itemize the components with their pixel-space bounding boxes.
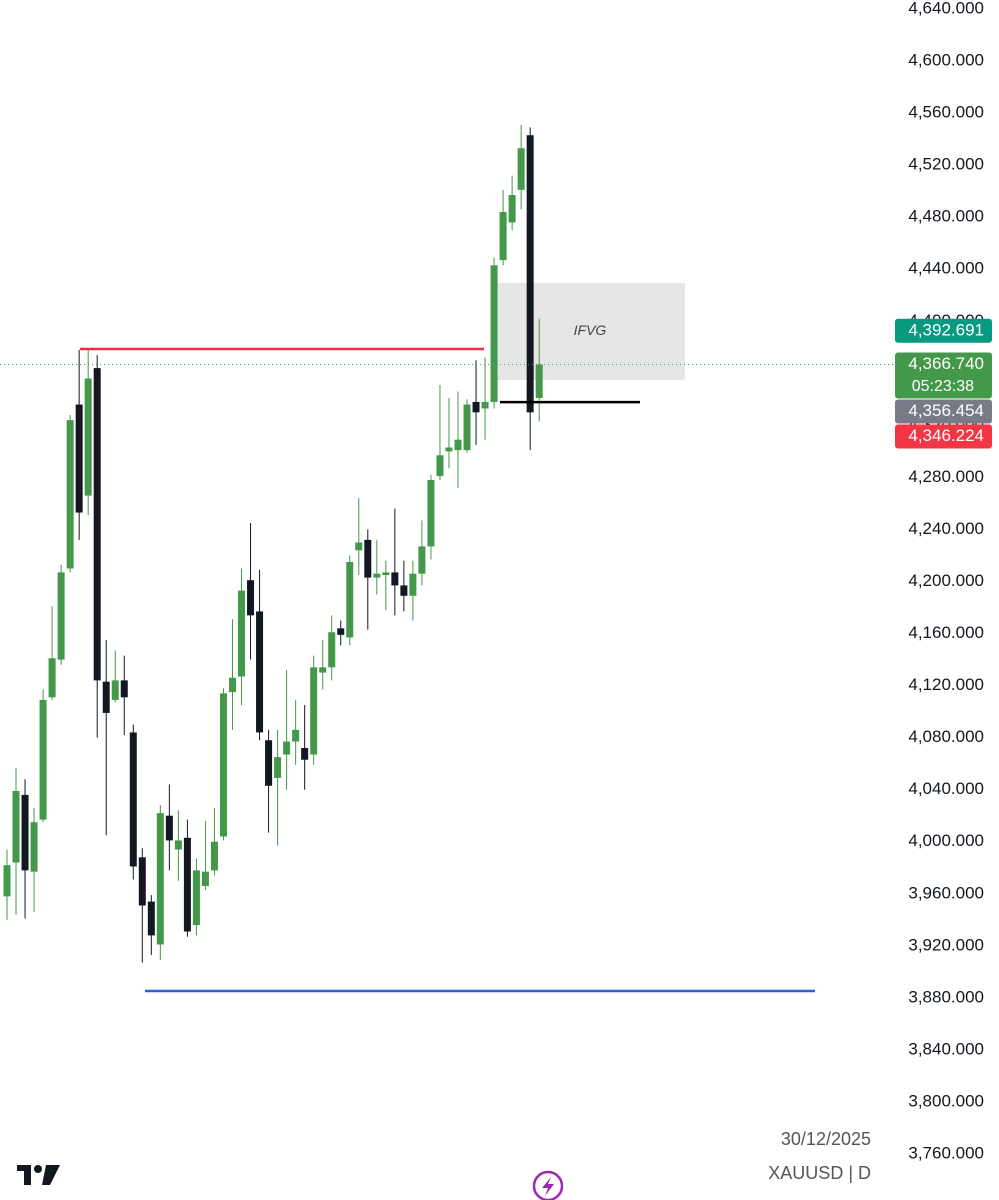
candle-body	[472, 401, 480, 413]
candle-body	[382, 572, 390, 575]
y-tick-label: 3,760.000	[908, 1143, 984, 1162]
candle-body	[535, 364, 543, 399]
y-tick-label: 4,440.000	[908, 259, 984, 278]
price-tag	[895, 352, 992, 399]
candle-body	[174, 840, 182, 850]
candle-body	[111, 680, 119, 700]
candle-body	[463, 404, 471, 451]
candle-body	[445, 447, 453, 452]
y-tick-label: 4,200.000	[908, 571, 984, 590]
candle-body	[48, 658, 56, 698]
candle-body	[319, 667, 327, 673]
candle-body	[274, 757, 282, 778]
lightning-button[interactable]	[532, 1170, 564, 1200]
y-tick-label: 4,040.000	[908, 779, 984, 798]
candle-body	[283, 741, 291, 755]
candle-body	[75, 404, 83, 513]
candle-body	[201, 871, 209, 886]
price-tag-label: 4,392.691	[908, 320, 984, 339]
candle-body	[436, 455, 444, 477]
y-tick-label: 3,840.000	[908, 1039, 984, 1058]
candle-body	[373, 573, 381, 578]
ifvg-zone	[493, 283, 685, 380]
price-tag	[895, 399, 992, 424]
candle-body	[66, 420, 74, 569]
y-tick-label: 4,600.000	[908, 51, 984, 70]
candle-body	[454, 439, 462, 451]
candle-body	[265, 740, 273, 786]
y-tick-label: 3,920.000	[908, 935, 984, 954]
candle-body	[517, 148, 525, 190]
y-tick-label: 4,560.000	[908, 103, 984, 122]
candle-body	[183, 837, 191, 932]
y-tick-label: 4,480.000	[908, 207, 984, 226]
candle-body	[21, 794, 29, 871]
price-tag-label: 4,356.454	[908, 401, 984, 420]
candle-body	[129, 732, 137, 867]
y-tick-label: 4,000.000	[908, 831, 984, 850]
candle-body	[481, 401, 489, 409]
y-tick-label: 4,240.000	[908, 519, 984, 538]
candle-body	[165, 815, 173, 841]
candle-body	[30, 822, 38, 872]
candle-body	[102, 681, 110, 713]
candle-body	[337, 628, 345, 635]
candle-body	[346, 561, 354, 638]
countdown-label: 05:23:38	[912, 378, 974, 395]
price-tag-label: 4,346.224	[908, 426, 984, 445]
y-tick-label: 4,080.000	[908, 727, 984, 746]
candle-body	[391, 572, 399, 586]
symbol-label: XAUUSD | D	[768, 1163, 871, 1183]
candle-body	[84, 378, 92, 496]
zone-label: IFVG	[574, 322, 607, 338]
y-tick-label: 3,880.000	[908, 987, 984, 1006]
candle-body	[57, 572, 65, 660]
candle-body	[93, 368, 101, 681]
candle-body	[229, 677, 236, 693]
candle-body	[427, 480, 435, 547]
y-tick-label: 3,800.000	[908, 1091, 984, 1110]
y-tick-label: 3,960.000	[908, 883, 984, 902]
candle-body	[364, 539, 372, 578]
candle-body	[499, 211, 507, 261]
candle-body	[418, 546, 426, 574]
candle-body	[256, 611, 264, 733]
candle-body	[120, 680, 128, 698]
candle-body	[238, 590, 246, 677]
date-label: 30/12/2025	[781, 1129, 871, 1149]
y-tick-label: 4,120.000	[908, 675, 984, 694]
candle-body	[409, 573, 417, 596]
candle-body	[526, 135, 534, 413]
candle-body	[508, 195, 516, 223]
candle-body	[490, 265, 498, 402]
candle-body	[147, 901, 155, 936]
candle-body	[400, 585, 408, 596]
price-tag	[895, 424, 992, 449]
candle-body	[39, 699, 47, 820]
candle-body	[210, 841, 218, 871]
candle-body	[247, 580, 255, 616]
tradingview-logo	[17, 1165, 60, 1185]
price-tag	[895, 318, 992, 343]
candle-body	[3, 865, 11, 897]
candle-body	[138, 857, 146, 906]
price-tag-label: 4,366.740	[908, 354, 984, 373]
y-tick-label: 4,160.000	[908, 623, 984, 642]
candle-body	[310, 667, 318, 755]
y-tick-label: 4,280.000	[908, 467, 984, 486]
y-tick-label: 4,640.000	[908, 0, 984, 17]
candle-body	[301, 748, 309, 760]
candle-body	[156, 813, 164, 945]
candle-body	[192, 870, 200, 925]
candle-body	[12, 790, 20, 863]
candle-body	[355, 542, 363, 551]
candle-body	[292, 729, 300, 742]
candle-body	[219, 693, 227, 837]
y-tick-label: 4,520.000	[908, 155, 984, 174]
candle-body	[328, 632, 336, 668]
